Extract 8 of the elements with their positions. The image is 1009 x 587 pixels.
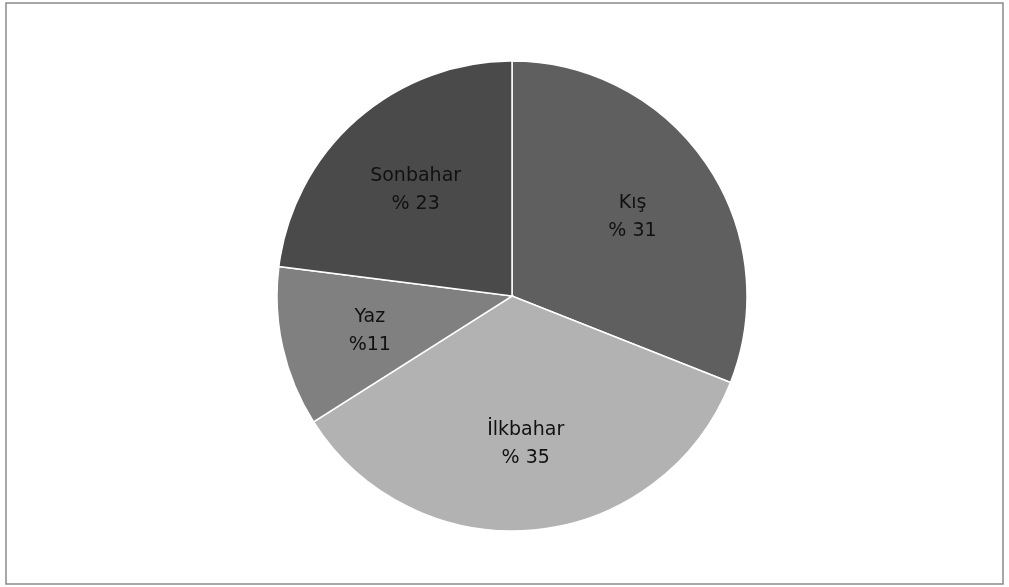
data-label: % 23 (391, 190, 440, 213)
slice-label: İlkbahar (487, 417, 565, 440)
slice-label: Yaz (353, 303, 386, 326)
data-label: % 31 (608, 218, 657, 241)
data-label: %11 (348, 331, 391, 354)
slice-label: Kış (618, 190, 647, 213)
slice-label: Sonbahar (370, 162, 462, 185)
data-label: % 35 (501, 445, 550, 468)
